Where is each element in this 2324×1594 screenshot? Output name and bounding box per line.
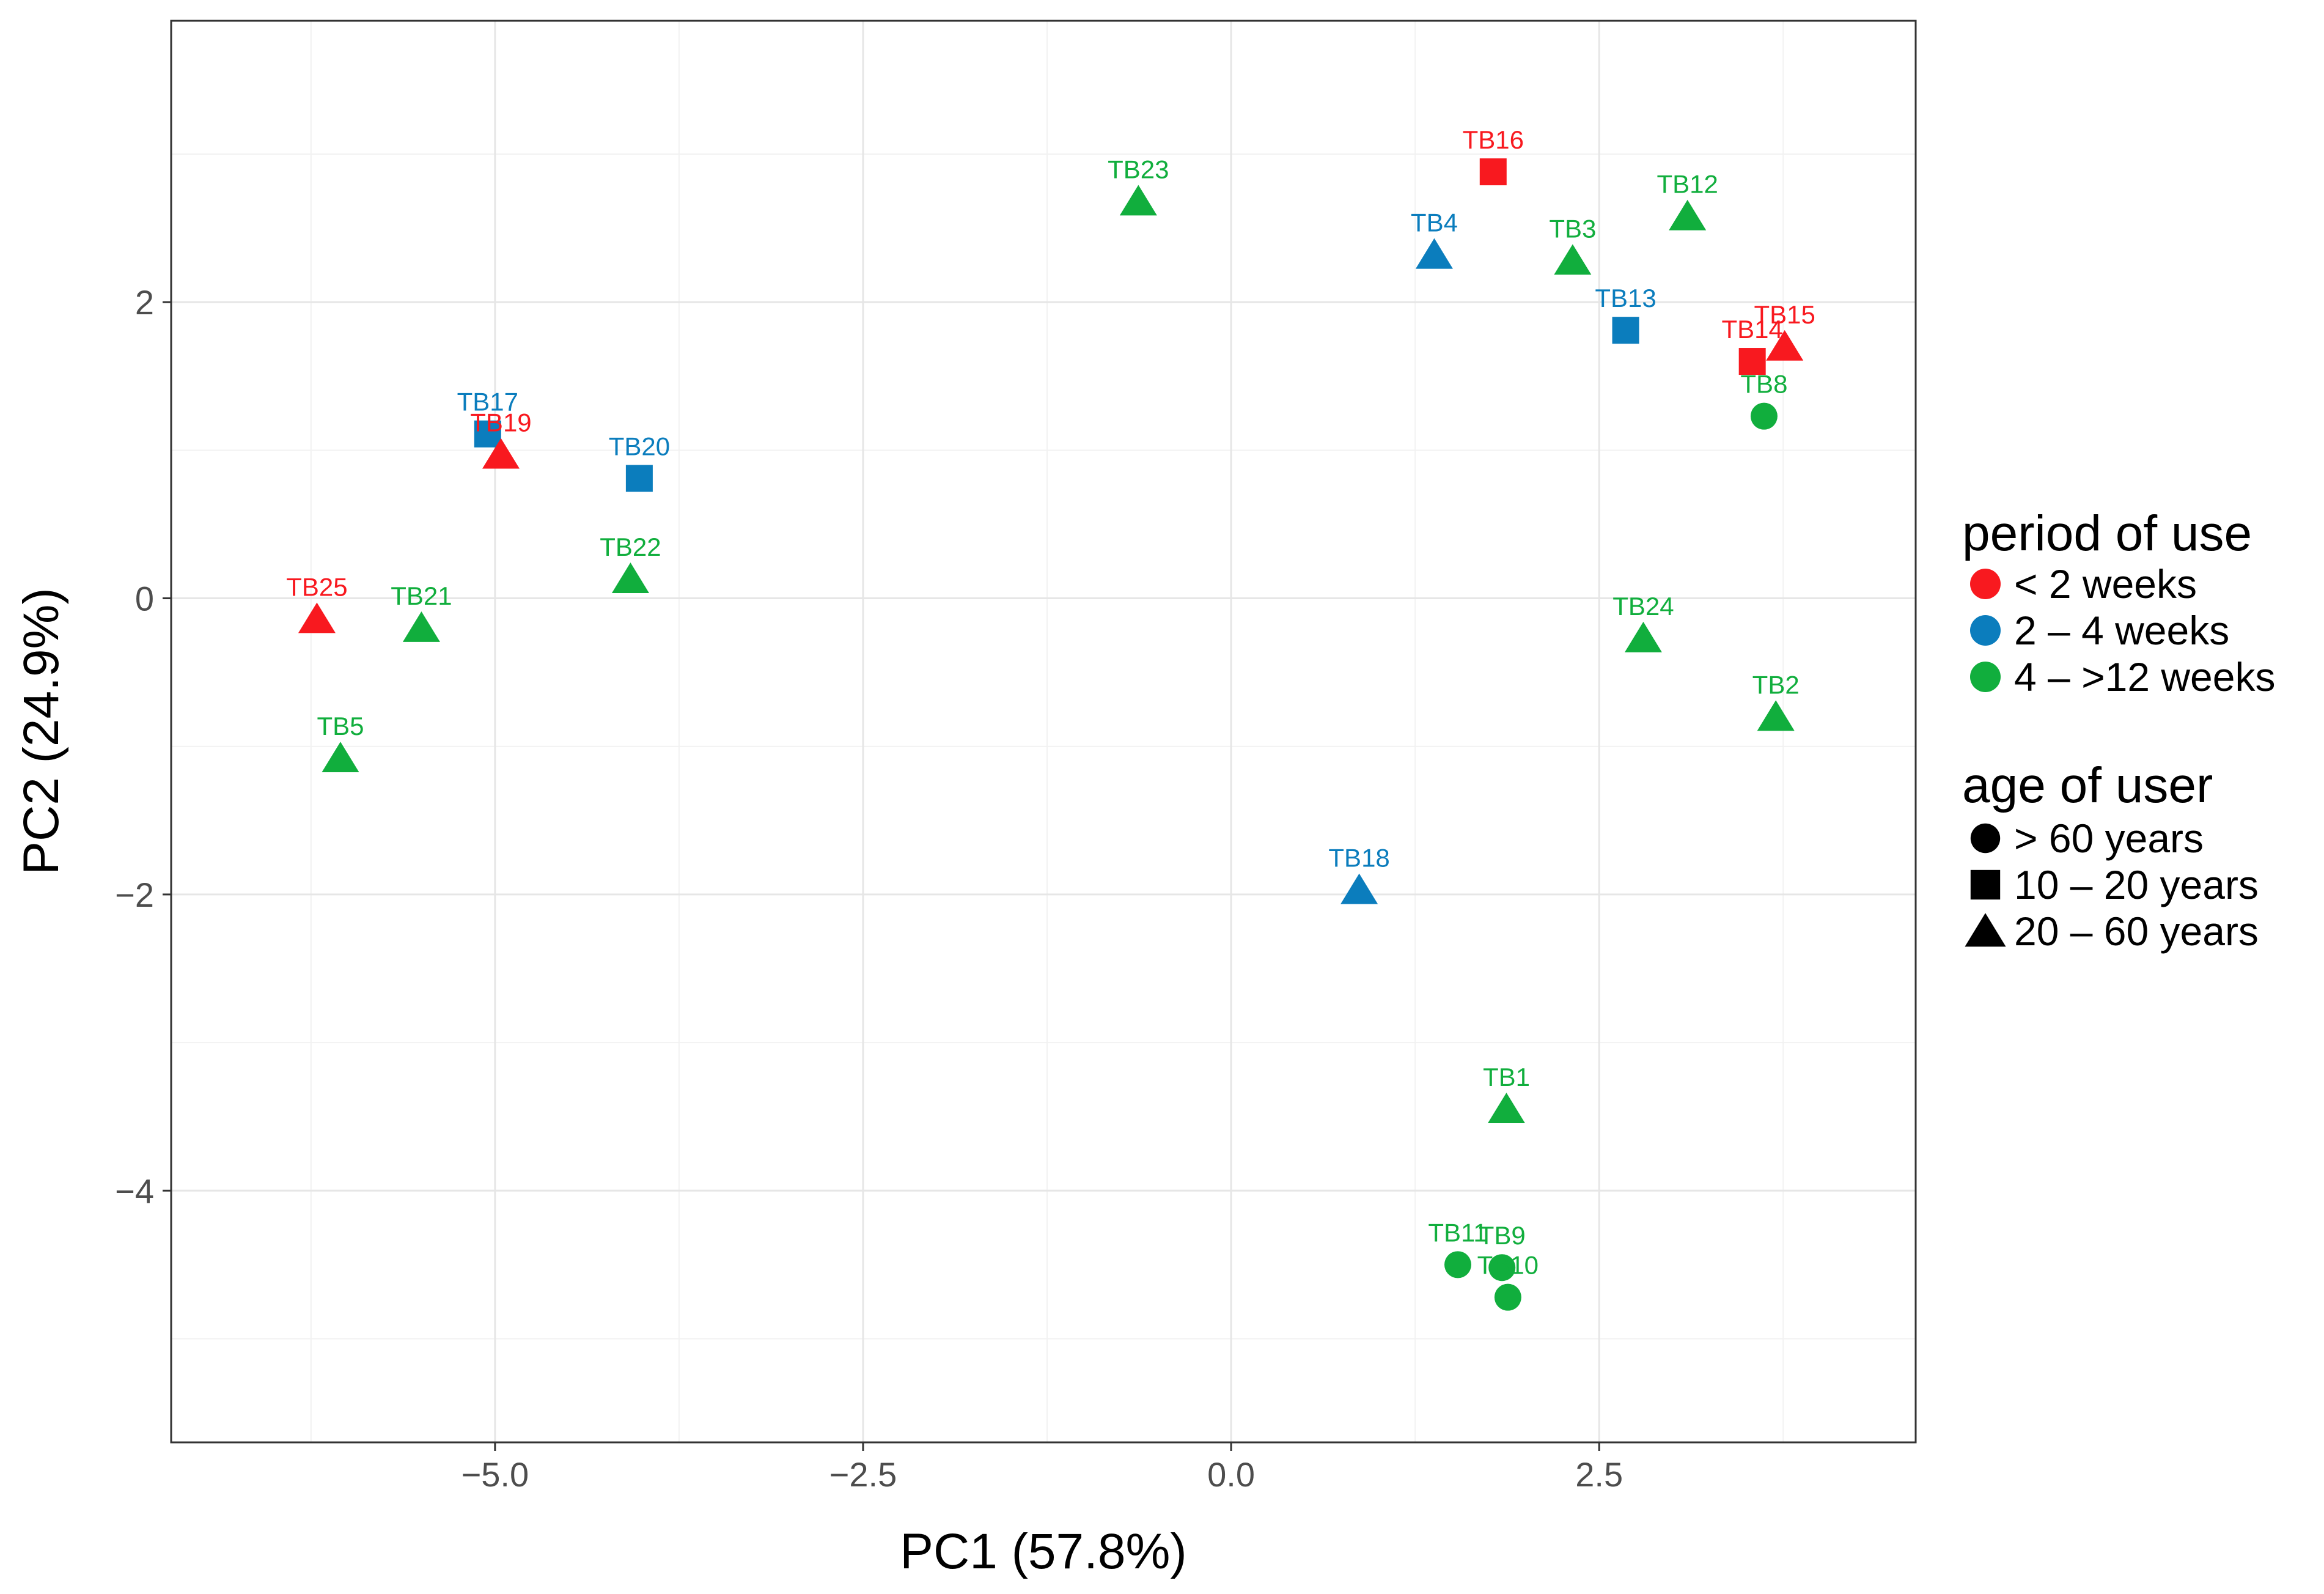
point-tb19 [482, 438, 520, 469]
panel-background [171, 21, 1916, 1442]
point-label-tb9: TB9 [1479, 1221, 1526, 1250]
x-tick-label: 2.5 [1575, 1455, 1623, 1494]
point-label-tb5: TB5 [317, 712, 364, 740]
point-tb9 [1488, 1254, 1516, 1282]
legend-color-label: < 2 weeks [2014, 561, 2197, 607]
point-label-tb4: TB4 [1411, 208, 1458, 237]
point-tb3 [1554, 244, 1592, 275]
point-label-tb21: TB21 [391, 581, 452, 610]
y-tick-label: −4 [115, 1172, 154, 1210]
point-label-tb2: TB2 [1752, 670, 1800, 699]
legend-shape-key [1970, 869, 2001, 900]
point-label-tb18: TB18 [1328, 844, 1389, 873]
point-label-tb24: TB24 [1612, 592, 1674, 621]
point-label-tb20: TB20 [609, 432, 670, 460]
point-tb1 [1487, 1093, 1525, 1124]
point-tb15 [1766, 330, 1804, 361]
point-label-tb22: TB22 [600, 533, 661, 561]
point-tb5 [322, 742, 359, 773]
legend-shape-title: age of user [1962, 758, 2213, 813]
point-tb4 [1415, 238, 1453, 269]
legend-shape-label: > 60 years [2014, 816, 2204, 861]
legend-shape-key [1970, 823, 2001, 854]
point-tb12 [1669, 199, 1707, 231]
point-label-tb23: TB23 [1108, 155, 1169, 183]
point-tb25 [298, 602, 336, 633]
legend-shape-key [1965, 913, 2006, 947]
point-tb2 [1757, 700, 1795, 731]
point-label-tb14: TB14 [1721, 315, 1782, 344]
point-label-tb15: TB15 [1754, 300, 1815, 329]
point-tb18 [1340, 873, 1378, 904]
legend-color-label: 2 – 4 weeks [2014, 608, 2229, 653]
point-label-tb25: TB25 [286, 572, 347, 601]
point-label-tb16: TB16 [1463, 125, 1524, 154]
minor-gridlines [171, 21, 1916, 1442]
point-tb23 [1119, 185, 1157, 216]
y-tick-label: −2 [115, 876, 154, 914]
point-tb10 [1494, 1283, 1521, 1311]
legend-color-key [1970, 615, 2001, 646]
point-tb24 [1624, 621, 1662, 652]
point-label-tb12: TB12 [1657, 170, 1718, 199]
data-points [298, 158, 1804, 1311]
point-label-tb10: TB10 [1477, 1251, 1539, 1280]
x-axis-title: PC1 (57.8%) [900, 1524, 1186, 1579]
y-axis-title: PC2 (24.9%) [13, 588, 69, 874]
legend-shape-label: 20 – 60 years [2014, 909, 2259, 954]
x-axis-ticks: −5.0 −2.5 0.0 2.5 [461, 1442, 1623, 1494]
point-tb8 [1750, 402, 1778, 430]
major-gridlines [171, 21, 1916, 1442]
point-label-tb3: TB3 [1549, 214, 1596, 243]
x-tick-label: 0.0 [1207, 1455, 1255, 1494]
point-label-tb19: TB19 [470, 408, 531, 437]
panel-border [170, 20, 1917, 1444]
point-tb20 [625, 465, 653, 492]
point-label-tb8: TB8 [1740, 370, 1787, 399]
y-tick-label: 0 [135, 580, 154, 618]
y-tick-label: 2 [135, 283, 154, 322]
legend-color-label: 4 – >12 weeks [2014, 654, 2275, 699]
legend-color-key [1970, 569, 2001, 599]
point-label-tb13: TB13 [1595, 284, 1656, 312]
point-tb21 [402, 611, 440, 642]
point-label-tb17: TB17 [457, 388, 518, 416]
point-tb13 [1612, 317, 1639, 344]
legend-color-key [1970, 662, 2001, 692]
point-tb11 [1444, 1251, 1471, 1279]
x-tick-label: −5.0 [461, 1455, 529, 1494]
point-tb16 [1479, 158, 1507, 186]
point-tb14 [1738, 348, 1766, 375]
point-tb17 [474, 420, 501, 448]
point-label-tb11: TB11 [1428, 1218, 1487, 1247]
point-tb22 [611, 563, 649, 593]
legend-color-title: period of use [1962, 506, 2252, 561]
legend-shape-label: 10 – 20 years [2014, 862, 2259, 907]
point-label-tb1: TB1 [1483, 1063, 1530, 1091]
y-axis-ticks: −4 −2 0 2 [115, 283, 171, 1210]
x-tick-label: −2.5 [829, 1455, 897, 1494]
